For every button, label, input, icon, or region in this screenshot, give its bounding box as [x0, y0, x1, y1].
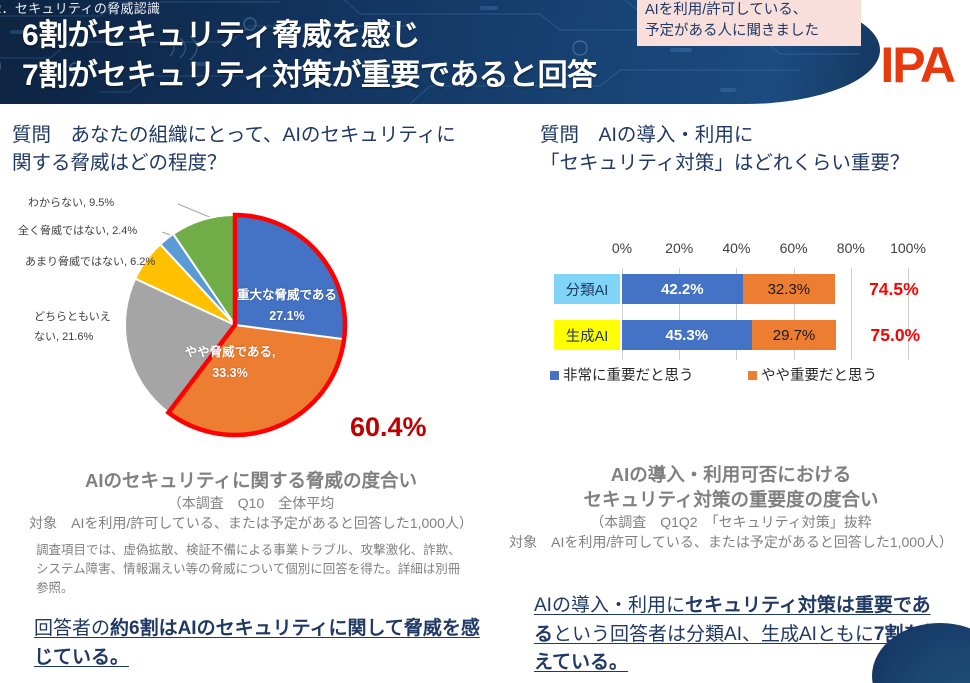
x-axis-tick: 60% — [779, 240, 808, 256]
bar-chart: 0% 20% 40% 60% 80% 100% 分類AI 42.2% 32.3% 74.5% 生成… — [530, 240, 960, 390]
bar-total-label: 74.5% — [869, 279, 919, 299]
callout-line-1: AIを利用/許可している、 — [645, 2, 808, 18]
caption-right-title2: セキュリティ対策の重要度の度合い — [583, 488, 879, 510]
bar-total-label: 75.0% — [870, 325, 921, 345]
legend-label-very-important: 非常に重要だと思う — [563, 368, 694, 384]
legend-swatch-orange-icon — [748, 371, 757, 380]
pie-highlight-arc — [165, 212, 348, 438]
pie-inner-label-some: やや脅威である, 33.3% — [170, 342, 290, 385]
x-axis-tick: 80% — [836, 240, 865, 256]
bar-chart-x-axis: 0% 20% 40% 60% 80% 100% — [530, 240, 960, 260]
pie-highlight-value: 60.4% — [350, 412, 427, 442]
question-right-line1: 質問 AIの導入・利用に — [540, 124, 754, 146]
conclusion-right: AIの導入・利用にセキュリティ対策は重要であるという回答者は分類AI、生成AIと… — [534, 592, 944, 678]
legend-item-very-important: 非常に重要だと思う — [550, 364, 694, 385]
grid-line — [908, 268, 909, 360]
caption-left-note: 調査項目では、虚偽拡散、検証不備による事業トラブル、攻撃激化、詐欺、システム障害… — [36, 543, 461, 596]
pie-label-dochira-line1: どちらともいえ — [34, 311, 111, 323]
grid-line — [793, 268, 795, 360]
bar-row: 分類AI 42.2% 32.3% 74.5% — [530, 274, 960, 308]
grid-line — [679, 268, 681, 360]
conclusion-left: 回答者の約6割はAIのセキュリティに関して脅威を感じている。 — [34, 615, 494, 672]
bar-segment: 32.3% — [742, 274, 836, 304]
caption-right-title1: AIの導入・利用可否における — [610, 464, 852, 485]
pie-inner-label-major: 重大な脅威である 27.1% — [222, 285, 352, 328]
legend-swatch-blue-icon — [550, 371, 559, 380]
question-left-line2: 関する脅威はどの程度？ — [12, 152, 227, 175]
conclusion-right-bold1: セキュリティ対策は重要である — [534, 595, 931, 645]
pie-slice — [124, 277, 237, 414]
pie-label-amari: あまり脅威ではない, 6.2% — [25, 256, 156, 268]
bar-category-label: 分類AI — [554, 274, 620, 304]
pie-inner-major-name: 重大な脅威である — [237, 288, 337, 302]
question-left: 質問 あなたの組織にとって、AIのセキュリティに 関する脅威はどの程度？ — [12, 121, 456, 178]
caption-left: AIのセキュリティに関する脅威の度合い （本調査 Q10 全体平均 対象 AIを… — [6, 469, 496, 598]
question-left-line1: 質問 あなたの組織にとって、AIのセキュリティに — [12, 124, 456, 146]
x-axis-tick: 0% — [611, 240, 633, 256]
page-title-line1: 6割がセキュリティ脅威を感じ — [22, 19, 420, 52]
caption-right: AIの導入・利用可否における セキュリティ対策の重要度の度合い （本調査 Q1Q… — [492, 463, 970, 552]
x-axis-tick: 100% — [890, 240, 926, 256]
caption-left-title: AIのセキュリティに関する脅威の度合い — [85, 470, 417, 491]
section-label: 2．セキュリティの脅威認識 — [0, 1, 161, 16]
pie-inner-major-value: 27.1% — [269, 309, 305, 324]
ipa-logo: IPA — [880, 37, 956, 93]
grid-line — [622, 268, 623, 360]
grid-line — [850, 268, 852, 360]
bar-category-label: 生成AI — [554, 320, 620, 350]
callout-box: AIを利用/許可している、 予定がある人に聞きました — [637, 0, 861, 47]
conclusion-left-bold: 約6割はAIのセキュリティに関して脅威を感じている。 — [34, 618, 480, 668]
bar-segment: 42.2% — [622, 274, 743, 304]
legend-item-somewhat-important: やや重要だと思う — [748, 364, 877, 385]
legend-label-somewhat-important: やや重要だと思う — [761, 368, 877, 384]
circuit-pattern-icon — [0, 0, 860, 104]
pie-chart-svg — [124, 203, 348, 438]
conclusion-left-pre: 回答者の — [34, 618, 111, 639]
caption-left-sub2: 対象 AIを利用/許可している、または予定があると回答した1,000人） — [29, 514, 473, 531]
pie-label-dochira-line2: ない, 21.6% — [34, 331, 94, 343]
x-axis-tick: 20% — [665, 240, 694, 256]
question-right: 質問 AIの導入・利用に 「セキュリティ対策」はどれくらい重要？ — [540, 121, 909, 178]
callout-line-2: 予定がある人に聞きました — [645, 22, 819, 39]
caption-right-sub2: 対象 AIを利用/許可している、または予定があると回答した1,000人） — [509, 533, 953, 550]
page-title-line2: 7割がセキュリティ対策が重要であると回答 — [22, 58, 597, 92]
pie-label-mattaku: 全く脅威ではない, 2.4% — [18, 225, 138, 237]
bar-segment: 45.3% — [622, 320, 752, 350]
grid-line — [736, 268, 738, 360]
caption-left-sub1: （本調査 Q10 全体平均 — [167, 494, 335, 511]
pie-inner-some-value: 33.3% — [212, 366, 248, 381]
conclusion-right-pre1: AIの導入・利用に — [534, 595, 685, 616]
conclusion-right-pre2: という回答者は分類AI、生成AIともに — [553, 623, 874, 645]
bar-chart-plot: 分類AI 42.2% 32.3% 74.5% 生成AI 45.3% 29.7% 75.0% — [530, 268, 960, 360]
pie-inner-some-name: やや脅威である, — [184, 345, 276, 359]
question-right-line2: 「セキュリティ対策」はどれくらい重要？ — [540, 152, 910, 175]
x-axis-tick: 40% — [722, 240, 751, 256]
page-title: 6割がセキュリティ脅威を感じ 7割がセキュリティ対策が重要であると回答 — [22, 16, 597, 95]
bar-segment: 29.7% — [751, 320, 837, 350]
pie-label-wakaranai: わからない, 9.5% — [28, 197, 115, 209]
bar-row: 生成AI 45.3% 29.7% 75.0% — [530, 320, 960, 354]
pie-chart: わからない, 9.5% 全く脅威ではない, 2.4% あまり脅威ではない, 6.… — [0, 190, 500, 460]
caption-right-sub1: （本調査 Q1Q2 「セキュリティ対策」抜粋 — [590, 513, 872, 530]
